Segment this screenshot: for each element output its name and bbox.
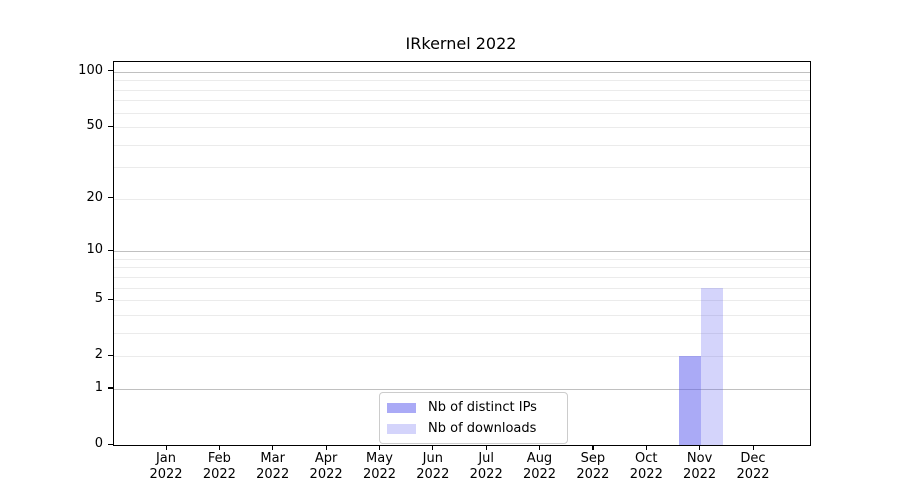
y-tick-label: 2 (94, 347, 103, 363)
y-tick-label: 5 (94, 291, 103, 307)
legend-entry-distinct-ips: Nb of distinct IPs (387, 399, 559, 416)
x-tick (379, 445, 381, 450)
minor-gridline (114, 356, 810, 358)
bar-nb-of-distinct-ips (678, 356, 701, 445)
legend-swatch-downloads (387, 423, 416, 434)
x-tick-label: Jun 2022 (416, 451, 450, 482)
y-tick (108, 298, 113, 300)
legend: Nb of distinct IPs Nb of downloads (379, 392, 568, 444)
x-tick (592, 445, 594, 450)
x-tick (165, 445, 167, 450)
x-tick (485, 445, 487, 450)
minor-gridline (114, 314, 810, 316)
minor-gridline (114, 112, 810, 114)
y-tick-label: 20 (86, 189, 103, 205)
minor-gridline (114, 300, 810, 302)
x-tick (272, 445, 274, 450)
x-tick-label: Feb 2022 (202, 451, 236, 482)
y-tick (108, 70, 113, 72)
chart-title: IRkernel 2022 (405, 34, 517, 53)
legend-entry-downloads: Nb of downloads (387, 420, 559, 437)
y-tick (108, 387, 113, 389)
legend-label: Nb of distinct IPs (428, 400, 537, 415)
minor-gridline (114, 198, 810, 200)
major-gridline (114, 71, 810, 73)
minor-gridline (114, 276, 810, 278)
x-tick-label: May 2022 (362, 451, 397, 482)
x-tick-label: Jul 2022 (469, 451, 503, 482)
bar-nb-of-downloads (700, 287, 723, 445)
minor-gridline (114, 258, 810, 260)
minor-gridline (114, 287, 810, 289)
major-gridline (114, 388, 810, 390)
x-tick-label: Nov 2022 (683, 451, 717, 482)
y-tick (108, 125, 113, 127)
x-tick-label: Aug 2022 (522, 451, 557, 482)
y-tick (108, 249, 113, 251)
major-gridline (114, 251, 810, 253)
minor-gridline (114, 332, 810, 334)
minor-gridline (114, 267, 810, 269)
minor-gridline (114, 127, 810, 128)
minor-gridline (114, 167, 810, 169)
x-tick (325, 445, 327, 450)
y-tick-label: 100 (78, 62, 103, 78)
x-tick-label: Jan 2022 (149, 451, 183, 482)
x-tick-label: Mar 2022 (256, 451, 290, 482)
y-tick-label: 0 (94, 436, 103, 451)
x-tick (218, 445, 221, 450)
x-tick (752, 445, 754, 450)
legend-label: Nb of downloads (428, 421, 537, 436)
y-tick-label: 1 (94, 379, 103, 395)
minor-gridline (114, 89, 810, 91)
minor-gridline (114, 80, 810, 82)
y-tick (108, 197, 113, 199)
y-tick (108, 443, 113, 445)
y-tick-label: 50 (86, 118, 103, 133)
x-tick (699, 445, 701, 450)
legend-swatch-distinct-ips (387, 402, 416, 413)
minor-gridline (114, 100, 810, 102)
x-tick (645, 445, 647, 450)
minor-gridline (114, 144, 810, 146)
x-tick-label: Apr 2022 (309, 451, 343, 482)
plot-area: Nb of distinct IPs Nb of downloads (113, 61, 811, 446)
x-tick (432, 445, 434, 450)
y-tick (108, 354, 113, 356)
x-tick (539, 445, 541, 450)
x-tick-label: Sep 2022 (576, 451, 610, 482)
x-tick-label: Oct 2022 (629, 451, 663, 482)
y-tick-label: 10 (86, 242, 103, 258)
x-tick-label: Dec 2022 (736, 451, 770, 482)
